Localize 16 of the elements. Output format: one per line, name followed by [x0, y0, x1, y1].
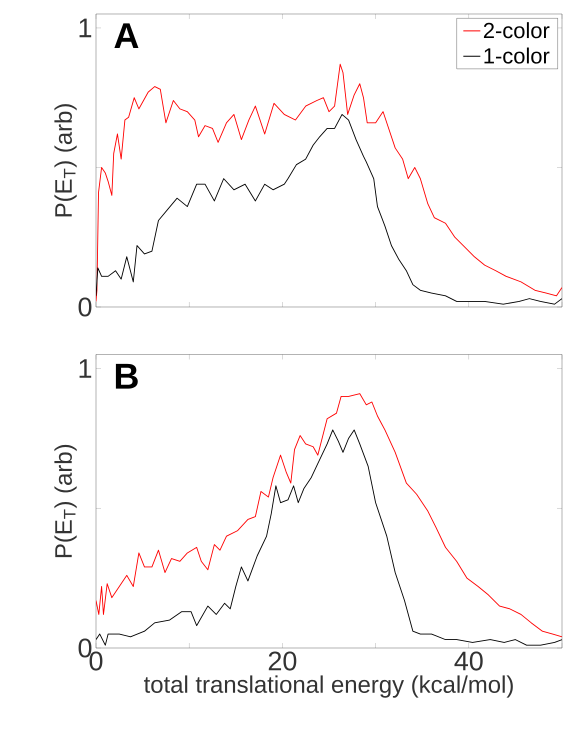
legend-label: 1-color	[484, 48, 550, 64]
y-axis-title: P(E$_{T}$) (arb)	[54, 104, 77, 216]
x-axis-title: total translational energy (kcal/mol)	[144, 675, 513, 698]
legend-label: 2-color	[484, 22, 550, 38]
chart-title: A	[114, 23, 138, 48]
line-series	[96, 64, 562, 302]
y-axis-title: P(E$_{T}$) (arb)	[54, 444, 77, 558]
y-tick-label: 0	[78, 297, 92, 317]
x-tick-label: 20	[268, 652, 296, 671]
line-series	[96, 430, 562, 646]
y-tick-label: 0	[78, 638, 92, 658]
x-tick-label: 40	[454, 652, 483, 671]
y-tick-label: 1	[80, 359, 92, 378]
line-series	[96, 393, 562, 638]
y-tick-label: 1	[80, 18, 92, 38]
chart-title: B	[116, 364, 138, 389]
